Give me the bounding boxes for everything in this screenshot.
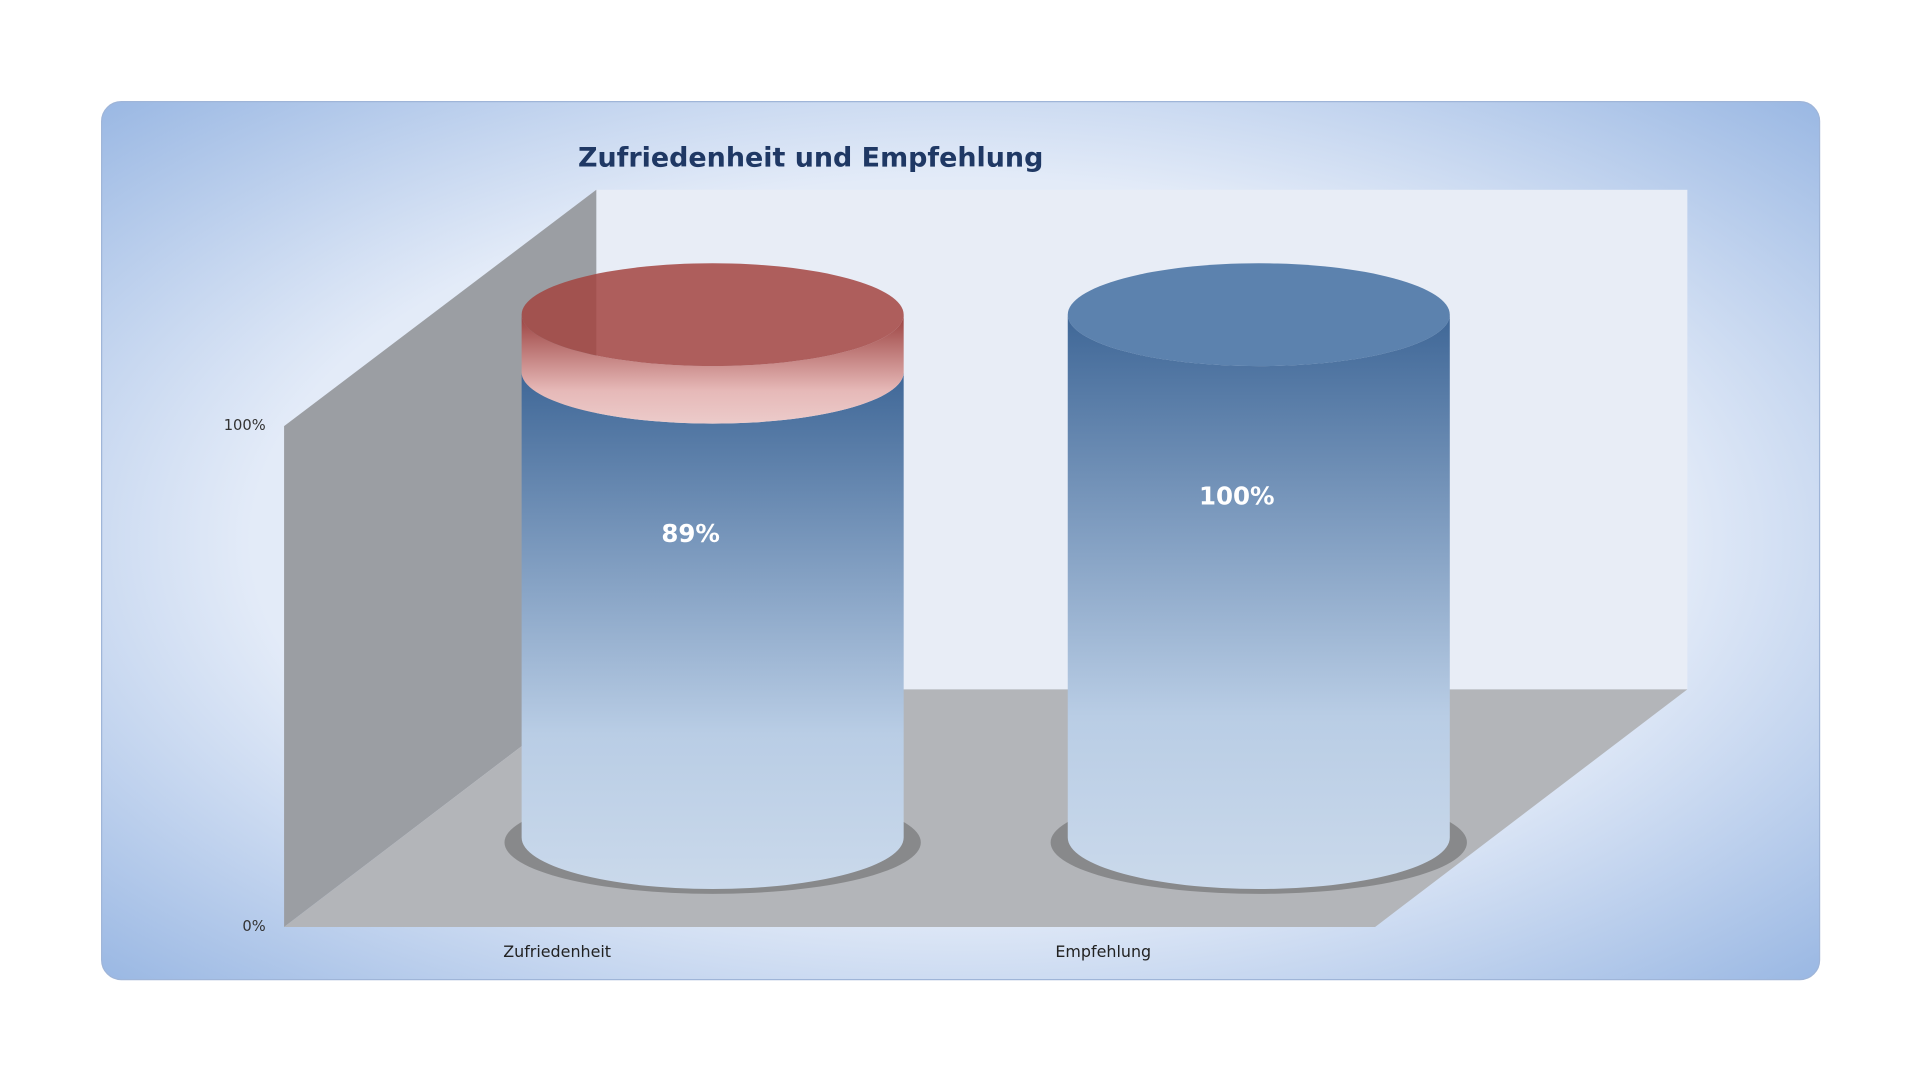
- cylinder-segment: [521, 263, 904, 424]
- cylinder-body: [521, 314, 904, 424]
- cylinder-segment: [521, 372, 904, 889]
- cylinder-body: [1067, 314, 1450, 889]
- x-tick-label: Empfehlung: [1055, 942, 1151, 961]
- x-tick-label: Zufriedenheit: [503, 942, 611, 961]
- cylinder-segment: [1067, 263, 1450, 889]
- chart-title: Zufriedenheit und Empfehlung: [578, 143, 1043, 174]
- cylinder-body: [521, 372, 904, 889]
- y-tick-label: 100%: [224, 417, 266, 434]
- cylinder-top: [521, 263, 904, 367]
- side-wall: [284, 189, 597, 927]
- value-label: 89%: [661, 519, 720, 548]
- y-tick-label: 0%: [242, 918, 265, 935]
- cylinder-top: [1067, 263, 1450, 367]
- value-label: 100%: [1199, 482, 1275, 511]
